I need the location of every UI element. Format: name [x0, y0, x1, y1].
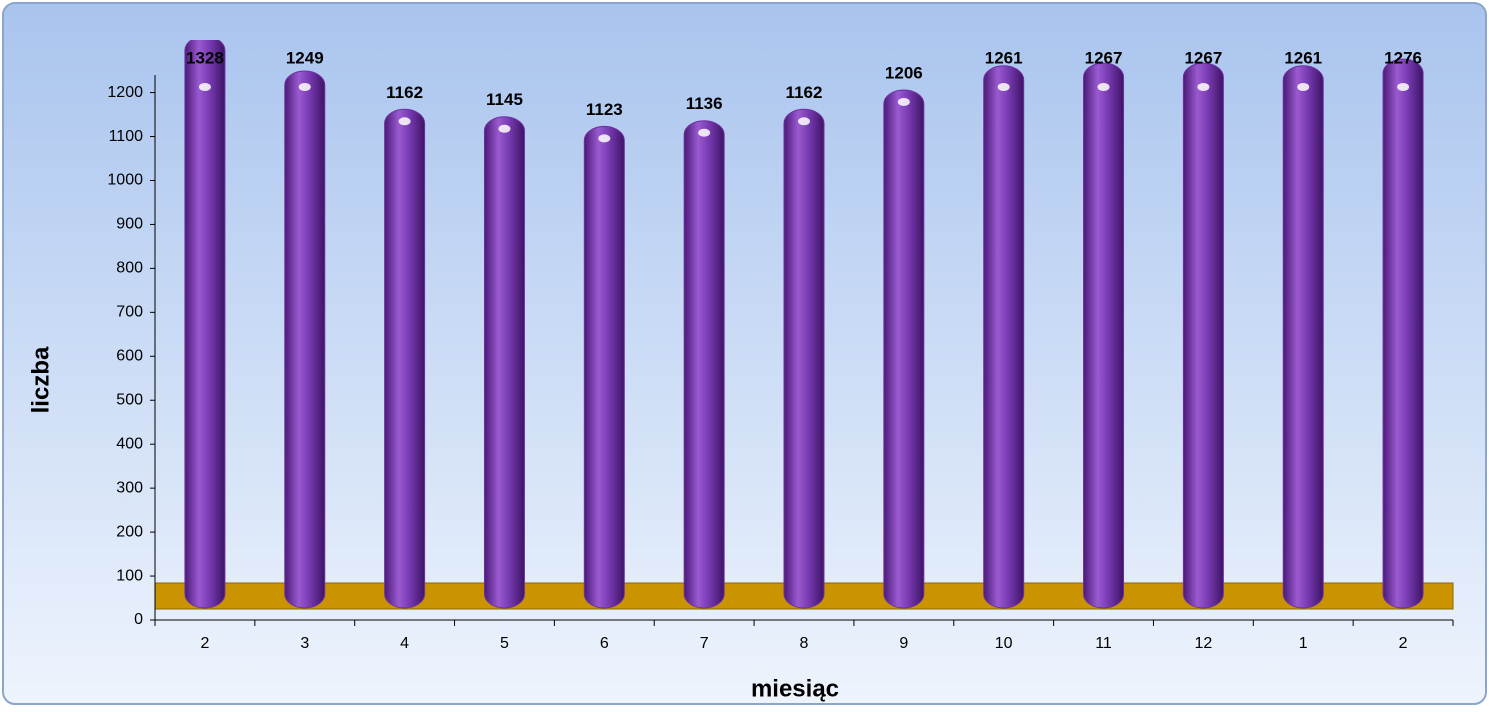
bar-highlight	[997, 83, 1010, 91]
bar	[483, 116, 525, 609]
value-label: 1136	[686, 94, 723, 113]
value-label: 1267	[1184, 48, 1222, 67]
x-tick-label: 3	[300, 635, 309, 652]
y-tick-label: 600	[116, 348, 143, 365]
bar	[683, 120, 725, 609]
value-label: 1206	[885, 63, 923, 82]
y-tick-label: 1000	[107, 172, 143, 189]
value-label: 1267	[1085, 48, 1123, 67]
bar	[284, 70, 326, 609]
x-tick-label: 9	[899, 635, 908, 652]
bar	[1282, 65, 1324, 609]
bar-highlight	[298, 83, 311, 91]
bar	[783, 108, 825, 609]
bar-highlight	[1197, 83, 1210, 91]
y-tick-label: 700	[116, 304, 143, 321]
x-tick-label: 10	[995, 635, 1013, 652]
y-tick-label: 200	[116, 523, 143, 540]
value-label: 1162	[786, 83, 823, 102]
y-tick-label: 100	[116, 567, 143, 584]
bar	[1182, 62, 1224, 609]
y-tick-label: 0	[134, 611, 143, 628]
value-label: 1261	[985, 48, 1023, 67]
x-tick-label: 6	[600, 635, 609, 652]
x-tick-label: 2	[1399, 635, 1408, 652]
x-tick-label: 11	[1095, 635, 1112, 652]
bar	[384, 108, 426, 609]
bar-highlight	[798, 117, 810, 126]
y-tick-label: 900	[116, 216, 143, 233]
value-label: 1123	[586, 100, 623, 119]
bar-highlight	[598, 134, 611, 143]
x-tick-label: 12	[1194, 635, 1212, 652]
bar-highlight	[1297, 83, 1310, 91]
bar-highlight	[1097, 83, 1110, 91]
y-tick-label: 500	[116, 391, 143, 408]
x-tick-label: 7	[700, 635, 709, 652]
x-tick-label: 1	[1299, 635, 1308, 652]
bar	[1083, 62, 1125, 609]
x-tick-label: 5	[500, 635, 509, 652]
y-tick-label: 1200	[107, 84, 143, 101]
y-tick-label: 400	[116, 435, 143, 452]
y-tick-label: 1100	[109, 128, 144, 145]
y-tick-label: 300	[116, 479, 143, 496]
bar-highlight	[498, 124, 511, 133]
bar-highlight	[897, 97, 910, 106]
bar-highlight	[398, 117, 411, 126]
x-axis-title: miesiąc	[751, 675, 839, 702]
bar-highlight	[698, 128, 711, 137]
bar	[184, 40, 226, 609]
value-label: 1261	[1284, 48, 1322, 67]
bar-highlight	[1397, 83, 1410, 91]
value-label: 1276	[1384, 48, 1422, 67]
x-tick-label: 2	[200, 635, 209, 652]
value-label: 1145	[486, 90, 523, 109]
bar	[883, 89, 925, 609]
bar	[1382, 58, 1424, 609]
bar	[583, 125, 625, 609]
value-label: 1249	[286, 48, 324, 67]
x-tick-label: 8	[800, 635, 809, 652]
value-label: 1328	[186, 48, 224, 67]
y-axis-title: liczba	[27, 346, 54, 413]
y-tick-label: 800	[116, 260, 143, 277]
bar-highlight	[198, 83, 211, 91]
bars	[184, 40, 1424, 609]
bar	[983, 65, 1025, 609]
value-label: 1162	[386, 83, 423, 102]
x-tick-label: 4	[400, 635, 409, 652]
